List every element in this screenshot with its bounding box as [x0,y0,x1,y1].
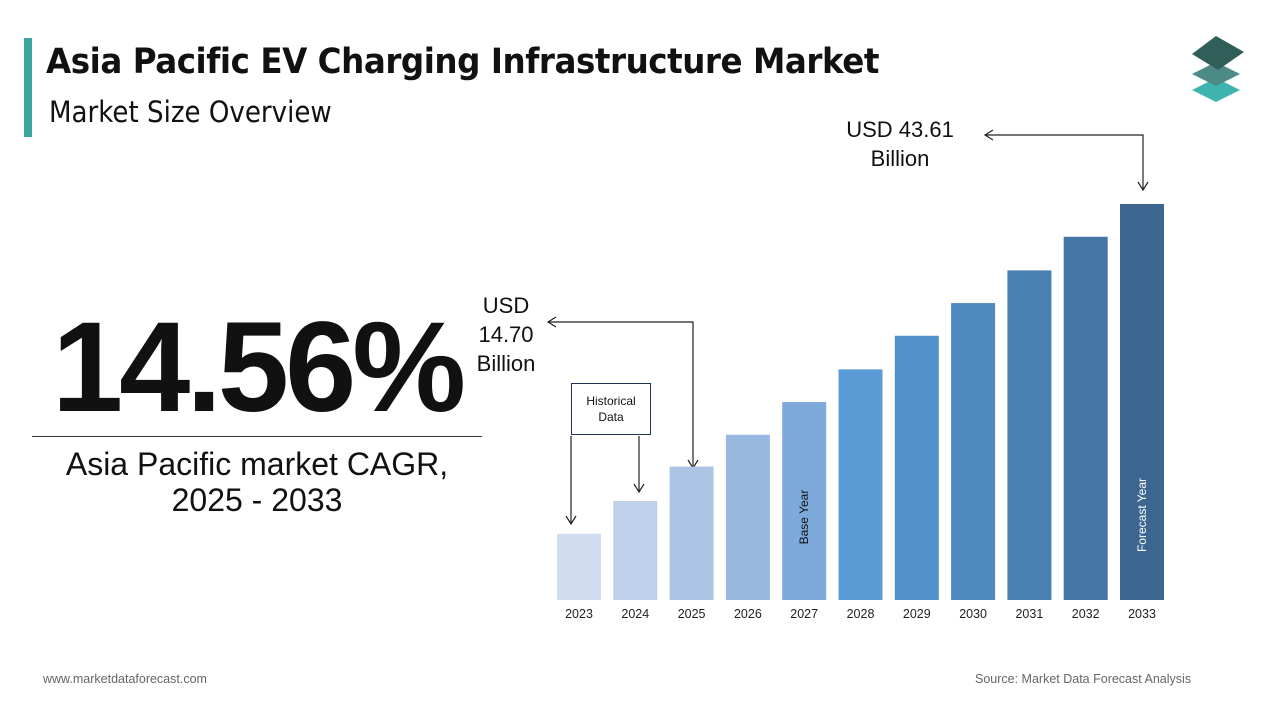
source-note: Source: Market Data Forecast Analysis [975,672,1192,686]
bar-label-2027: Base Year [797,490,811,545]
x-tick-label: 2024 [621,607,649,621]
x-tick-label: 2023 [565,607,593,621]
bar-2031 [1007,270,1052,600]
page-subtitle: Market Size Overview [49,95,332,129]
bar-2024 [613,501,658,600]
website-link[interactable]: www.marketdataforecast.com [43,672,207,686]
x-tick-label: 2029 [903,607,931,621]
start-value-annotation: USD 14.70 Billion [470,291,542,378]
title-accent-bar [24,38,32,137]
bar-label-2033: Forecast Year [1135,478,1149,552]
start-value-line1: USD [482,293,530,318]
historical-data-box: Historical Data [571,383,651,435]
end-value-arrowhead-down [1137,181,1149,192]
end-value-arrow [985,134,1144,190]
bar-2030 [951,303,996,600]
bar-2029 [894,335,939,600]
end-value-line1: USD 43.61 [846,117,954,142]
x-tick-label: 2028 [847,607,875,621]
start-value-line2: 14.70 [478,322,534,347]
divider [32,436,482,437]
x-tick-label: 2032 [1072,607,1100,621]
bar-2023 [557,533,601,600]
cagr-label-line2: 2025 - 2033 [171,482,343,518]
bar-2025 [669,466,714,600]
historical-line1: Historical [586,394,636,408]
end-value-arrowhead-left [983,129,994,141]
bar-2026 [725,434,770,600]
historical-line2: Data [598,410,624,424]
end-value-annotation: USD 43.61 Billion [830,115,970,173]
x-tick-label: 2033 [1128,607,1156,621]
historical-arrowhead-2023 [565,515,577,526]
x-tick-label: 2027 [790,607,818,621]
end-value-line2: Billion [870,146,930,171]
x-tick-label: 2030 [959,607,987,621]
bar-2032 [1063,236,1108,600]
cagr-label-line1: Asia Pacific market CAGR, [65,446,449,482]
start-value-arrow [548,321,694,468]
start-value-arrowhead-left [546,316,557,328]
bar-2027 [782,402,827,600]
x-tick-label: 2031 [1015,607,1043,621]
bar-2028 [838,369,883,600]
x-tick-label: 2025 [678,607,706,621]
bar-2033 [1120,204,1164,600]
cagr-label: Asia Pacific market CAGR, 2025 - 2033 [32,446,482,518]
historical-arrowhead-2024 [633,483,645,494]
cagr-value: 14.56% [51,296,466,439]
x-tick-label: 2026 [734,607,762,621]
page-title: Asia Pacific EV Charging Infrastructure … [46,42,880,82]
logo-layers-icon [1192,36,1244,102]
start-value-line3: Billion [476,351,536,376]
